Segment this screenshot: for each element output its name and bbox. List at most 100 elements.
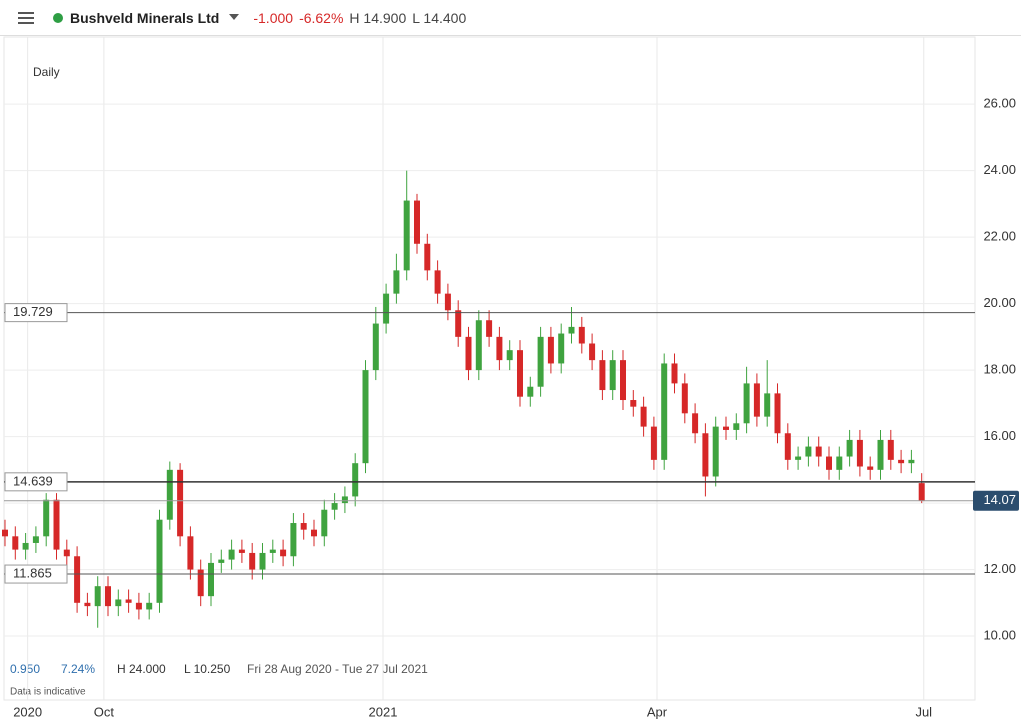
candle-body <box>496 336 503 361</box>
x-tick-label: Apr <box>647 704 668 719</box>
candle-body <box>146 602 153 610</box>
candle-body <box>22 542 29 550</box>
candle-body <box>249 552 256 570</box>
header: Bushveld Minerals Ltd -1.000 -6.62% H 14… <box>0 0 1021 36</box>
candle-body <box>434 270 441 294</box>
candle-body <box>547 336 554 364</box>
candle-body <box>898 459 905 464</box>
candle-body <box>846 439 853 457</box>
candle-body <box>74 556 81 603</box>
candle-body <box>32 536 39 543</box>
menu-icon[interactable] <box>18 11 38 25</box>
candle-body <box>177 469 184 537</box>
candle-body <box>393 270 400 294</box>
candle-body <box>486 320 493 337</box>
candle-body <box>300 523 307 530</box>
footer-low: L 10.250 <box>184 662 231 676</box>
plot-border <box>3 36 976 701</box>
candle-body <box>444 293 451 311</box>
candle-body <box>640 406 647 427</box>
candle-body <box>681 383 688 414</box>
footer-range: Fri 28 Aug 2020 - Tue 27 Jul 2021 <box>247 662 428 676</box>
instrument-name[interactable]: Bushveld Minerals Ltd <box>70 9 220 26</box>
candle-body <box>712 426 719 477</box>
price-line-box <box>4 564 68 584</box>
candle-body <box>166 469 173 520</box>
price-line-label: 11.865 <box>13 565 52 580</box>
candle-body <box>362 370 369 464</box>
candle-body <box>383 293 390 324</box>
candle-body <box>568 326 575 334</box>
x-tick-label: 2021 <box>369 704 398 719</box>
interval: Daily <box>33 65 60 79</box>
low: L 14.400 <box>412 9 467 26</box>
candle-body <box>424 243 431 271</box>
candle-body <box>156 519 163 603</box>
candle-body <box>784 433 791 460</box>
candle-body <box>125 599 132 603</box>
candle-body <box>465 336 472 371</box>
candle-body <box>352 463 359 497</box>
y-tick-label: 24.00 <box>983 162 1016 177</box>
candle-body <box>753 383 760 417</box>
price-line-label: 19.729 <box>13 304 53 319</box>
y-tick-label: 26.00 <box>983 96 1016 111</box>
candle-body <box>620 360 626 401</box>
candle-body <box>650 426 657 460</box>
candle-body <box>311 529 317 537</box>
y-tick-label: 22.00 <box>983 229 1016 244</box>
footer-change-pct: 7.24% <box>61 662 95 676</box>
candle-body <box>743 383 750 424</box>
y-tick-label: 10.00 <box>983 627 1016 642</box>
candle-body <box>774 393 781 434</box>
candle-body <box>764 393 771 417</box>
candle-body <box>115 599 122 607</box>
candle-body <box>805 446 812 457</box>
candle-body <box>290 523 297 557</box>
candle-body <box>475 320 482 371</box>
candle-body <box>867 466 874 470</box>
candle-body <box>63 549 70 557</box>
y-tick-label: 12.00 <box>983 561 1016 576</box>
candle-body <box>826 456 832 470</box>
y-tick-label: 20.00 <box>983 295 1016 310</box>
candle-body <box>2 529 8 537</box>
candle-body <box>372 323 379 371</box>
high: H 14.900 <box>349 9 407 26</box>
candle-body <box>43 499 50 537</box>
candle-body <box>836 456 843 470</box>
price-line-box <box>4 472 68 492</box>
candle-body <box>187 536 194 570</box>
candle-body <box>918 483 925 501</box>
candle-body <box>609 360 616 391</box>
candle-body <box>12 536 19 550</box>
candle-body <box>702 433 709 477</box>
x-tick-label: 2020 <box>13 704 42 719</box>
candle-body <box>856 439 863 467</box>
candle-body <box>135 602 142 610</box>
y-tick-label: 18.00 <box>983 362 1016 377</box>
candle-body <box>341 496 348 504</box>
change-pct: -6.62% <box>299 9 344 26</box>
footer-change: 0.950 <box>10 662 40 676</box>
candle-body <box>84 602 91 607</box>
candle-body <box>723 426 729 430</box>
candle-body <box>815 446 822 457</box>
candle-body <box>661 363 668 460</box>
price-line-box <box>4 303 68 323</box>
candle-body <box>105 586 111 607</box>
candle-body <box>269 549 276 553</box>
candle-body <box>238 549 245 553</box>
candle-body <box>517 350 523 397</box>
last-price-label: 14.07 <box>983 492 1016 507</box>
disclaimer: Data is indicative <box>10 687 86 698</box>
candle-body <box>197 569 204 597</box>
candle-body <box>599 360 606 391</box>
dropdown-icon[interactable] <box>229 13 241 22</box>
candle-body <box>887 439 894 460</box>
price-line-label: 14.639 <box>13 473 53 488</box>
candle-body <box>671 363 678 384</box>
x-tick-label: Jul <box>915 704 932 719</box>
candle-body <box>53 499 60 550</box>
